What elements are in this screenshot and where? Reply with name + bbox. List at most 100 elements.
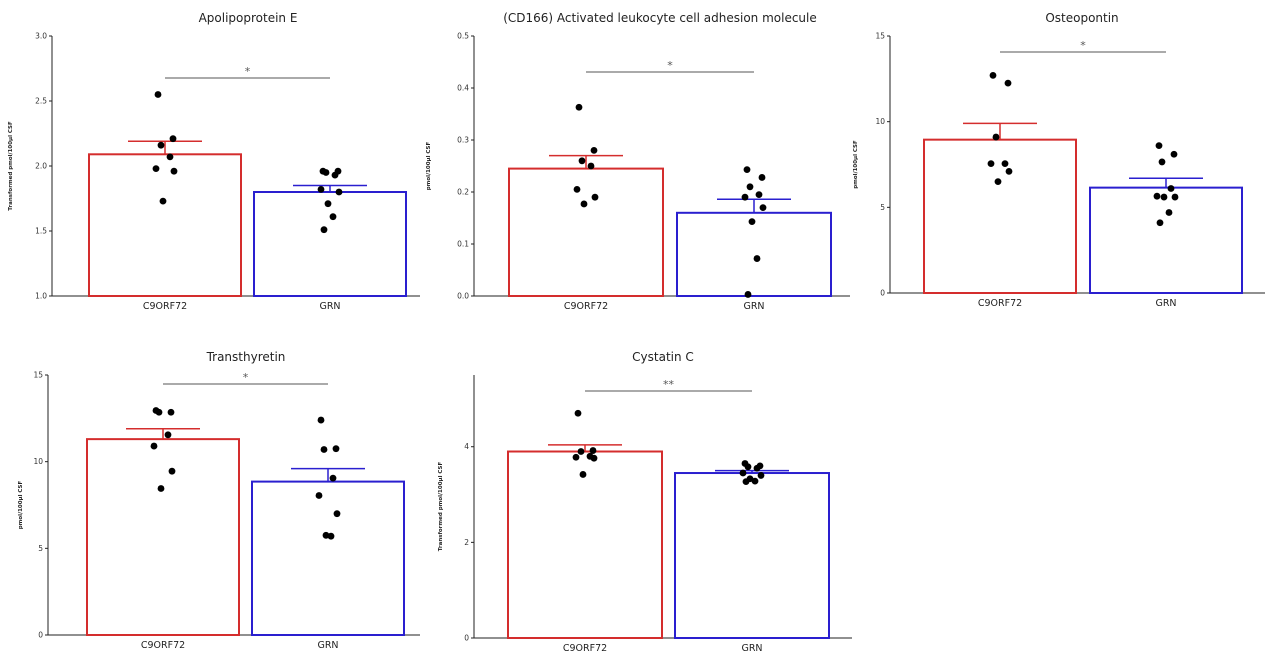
y-tick-label: 0 [38,631,43,640]
category-label: C9ORF72 [564,301,608,312]
y-axis-label: Transformed pmol/100µl CSF [8,121,14,211]
data-point [744,463,752,471]
bar-grn [674,472,830,640]
bar-c9orf72 [507,450,663,639]
chart-panel-5: Cystatin C 0 2 4 Transformed pmol/100µl CSF C… [438,350,852,654]
data-point [579,471,587,478]
chart-title: Cystatin C [632,350,694,364]
bar-c9orf72 [86,438,240,636]
y-tick-label: 0.3 [457,136,469,145]
data-point [758,174,766,181]
data-point [315,492,323,499]
bar-grn [251,480,405,636]
data-point [755,191,763,199]
data-point [155,408,163,416]
data-point [154,91,162,98]
data-point [741,193,749,201]
data-point [324,200,332,208]
data-point [572,453,580,461]
bar-grn [1089,186,1243,295]
y-axis-label: pmol/100µl CSF [426,141,432,190]
data-point [1171,193,1179,201]
bar-c9orf72 [508,167,664,298]
data-point [320,446,328,453]
bar-c9orf72 [88,153,242,297]
data-point [575,103,583,111]
data-point [994,178,1002,186]
data-point [742,478,750,486]
data-point [168,467,176,475]
data-point [317,416,325,424]
y-axis-label: Transformed pmol/100µl CSF [438,462,444,552]
data-point [591,193,599,201]
data-point [590,454,598,462]
y-tick-label: 0 [464,634,469,643]
data-point [580,200,588,208]
data-point [1153,192,1161,200]
category-label: GRN [317,640,338,651]
significance-marker: * [1080,39,1086,52]
category-label: C9ORF72 [143,301,187,312]
y-tick-label: 1.5 [35,227,47,236]
data-point [1001,160,1009,168]
bar-c9orf72 [923,138,1077,294]
y-axis-label: pmol/100µl CSF [18,480,24,529]
data-point [167,408,175,416]
data-point [751,477,759,485]
data-point [169,135,177,143]
category-label: GRN [1155,298,1176,309]
data-point [746,183,754,191]
y-tick-label: 0 [880,289,885,298]
category-label: C9ORF72 [141,640,185,651]
y-tick-label: 3.0 [35,32,47,41]
data-point [152,165,160,173]
data-point [753,255,761,262]
y-tick-label: 10 [875,117,885,126]
bar-grn [253,191,407,297]
data-point [759,204,767,212]
data-point [744,291,752,298]
significance-marker: ** [663,378,675,391]
data-point [577,448,585,455]
bar-grn [676,211,832,297]
data-point [743,166,751,174]
data-point [1165,209,1173,216]
chart-title: (CD166) Activated leukocyte cell adhesio… [503,11,817,25]
y-tick-label: 2.0 [35,162,47,171]
y-tick-label: 5 [38,544,43,553]
chart-title: Transthyretin [206,350,286,364]
data-point [1160,193,1168,201]
data-point [1158,158,1166,166]
data-point [159,197,167,205]
data-point [166,153,174,161]
significance-marker: * [667,59,673,72]
data-point [333,510,341,518]
data-point [1156,219,1164,227]
data-point [574,409,582,417]
data-point [1005,167,1013,175]
category-label: GRN [319,301,340,312]
data-point [331,171,339,179]
data-point [170,167,178,175]
significance-marker: * [243,371,249,384]
data-point [327,532,335,540]
data-point [1170,150,1178,158]
y-tick-label: 1.0 [35,292,47,301]
data-point [757,472,765,479]
y-tick-label: 0.1 [457,240,469,249]
data-point [164,431,172,439]
y-tick-label: 0.0 [457,292,469,301]
data-point [578,157,586,165]
y-tick-label: 4 [464,442,469,451]
chart-title: Osteopontin [1045,11,1118,25]
category-label: C9ORF72 [978,298,1022,309]
y-tick-label: 2 [464,538,469,547]
data-point [989,72,997,79]
data-point [748,218,756,226]
data-point [322,531,330,539]
data-point [587,162,595,170]
data-point [150,442,158,450]
y-tick-label: 0.2 [457,188,469,197]
data-point [329,474,337,482]
